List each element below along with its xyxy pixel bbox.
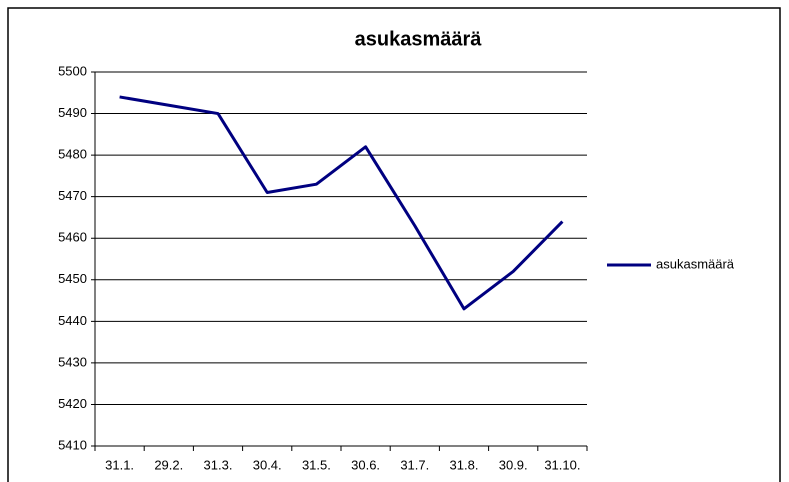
x-tick-label: 31.3. (204, 457, 233, 472)
x-tick-label: 30.6. (351, 457, 380, 472)
x-tick-label: 29.2. (154, 457, 183, 472)
chart-border (7, 7, 781, 482)
y-tick-label: 5450 (58, 271, 87, 286)
y-tick-label: 5410 (58, 437, 87, 452)
line-series (119, 95, 564, 311)
y-tick-label: 5430 (58, 354, 87, 369)
y-tick-label: 5470 (58, 188, 87, 203)
x-tick-label: 31.5. (302, 457, 331, 472)
x-tick-label: 31.1. (105, 457, 134, 472)
x-tick-label: 31.10. (544, 457, 580, 472)
y-tick-label: 5500 (58, 63, 87, 78)
y-tick-label: 5490 (58, 105, 87, 120)
chart-title: asukasmäärä (355, 28, 483, 50)
x-tick-label: 30.9. (499, 457, 528, 472)
y-tick-label: 5440 (58, 313, 87, 328)
x-tick-label: 31.8. (450, 457, 479, 472)
x-tick-label: 30.4. (253, 457, 282, 472)
y-tick-label: 5420 (58, 396, 87, 411)
legend-label: asukasmäärä (656, 256, 735, 271)
y-tick-label: 5460 (58, 230, 87, 245)
x-tick-label: 31.7. (400, 457, 429, 472)
y-tick-label: 5480 (58, 147, 87, 162)
